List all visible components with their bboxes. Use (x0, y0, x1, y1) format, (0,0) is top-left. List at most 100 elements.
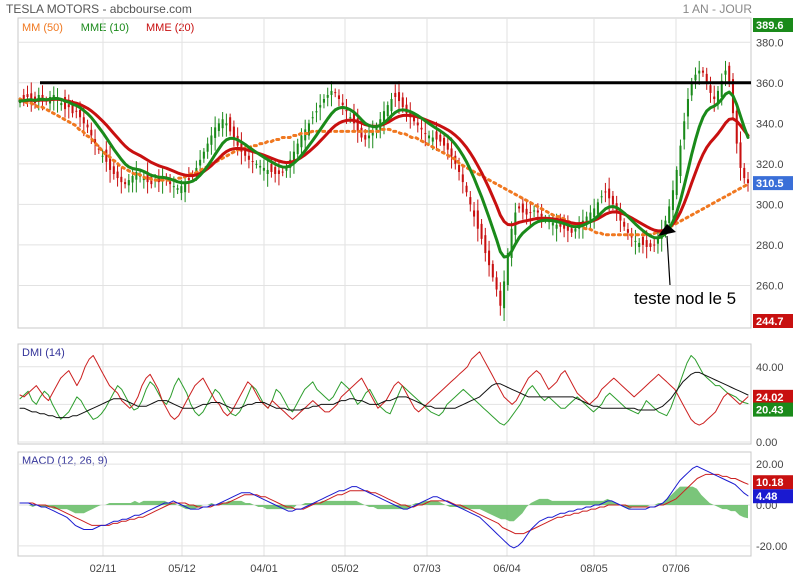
candle (311, 111, 314, 125)
candle (739, 131, 742, 181)
badge-macd-signal-bg (753, 475, 793, 490)
candle (112, 161, 115, 180)
candle (341, 94, 344, 116)
badge-dmi-red: 24.02 (756, 392, 784, 404)
candle (686, 88, 689, 130)
candle (319, 94, 322, 121)
candle (679, 139, 682, 184)
candle (495, 271, 498, 297)
candle (589, 205, 592, 229)
x-tick-0: 02/11 (90, 563, 117, 575)
candle (105, 141, 108, 172)
candle (214, 116, 217, 151)
candle (698, 60, 701, 85)
candle (473, 201, 476, 227)
candle (600, 190, 603, 204)
candle (709, 76, 712, 103)
candle (157, 169, 160, 193)
mme10-line (18, 90, 750, 259)
x-tick-5: 06/04 (493, 563, 521, 575)
candle (135, 161, 138, 193)
candle (461, 164, 464, 194)
badge-macd-value-bg (753, 489, 793, 504)
candle (619, 202, 622, 232)
candle (450, 137, 453, 169)
legend-item-0: MM (50) (22, 22, 63, 34)
price-tick-2: 300.0 (756, 199, 784, 211)
badge-dmi-green-bg (753, 402, 793, 417)
x-tick-3: 05/02 (331, 563, 359, 575)
candle (701, 66, 704, 77)
candle (521, 197, 524, 220)
annotation-text: teste nod le 5 (634, 289, 736, 308)
price-tick-3: 320.0 (756, 159, 784, 171)
candle (638, 238, 641, 253)
candle (503, 270, 506, 321)
candle (334, 88, 337, 98)
candle (623, 218, 626, 231)
candle (120, 167, 123, 194)
x-tick-6: 08/05 (580, 563, 608, 575)
macd-histogram (20, 486, 748, 522)
candle (131, 167, 134, 193)
dmi-tick-2: 40.00 (756, 362, 784, 374)
candle (187, 167, 190, 193)
candle (86, 119, 89, 134)
candle (428, 130, 431, 145)
candle (469, 191, 472, 212)
candle (465, 182, 468, 197)
candle (641, 229, 644, 254)
candle (266, 159, 269, 187)
adx-line (19, 371, 749, 419)
annotation-arrow-head (658, 224, 676, 236)
candle (424, 122, 427, 147)
dmi-tick-0: 0.00 (756, 437, 777, 449)
badge-low: 244.7 (756, 316, 784, 328)
candle (694, 67, 697, 89)
macd-title: MACD (12, 26, 9) (22, 455, 108, 467)
price-tick-0: 260.0 (756, 280, 784, 292)
macd-line (19, 465, 749, 549)
annotation-arrow-line (666, 235, 671, 286)
candle (232, 120, 235, 147)
candle (566, 215, 569, 243)
candle (484, 227, 487, 262)
candle (326, 87, 329, 107)
dmi-title: DMI (14) (22, 347, 65, 359)
candle (67, 94, 70, 119)
candle (439, 131, 442, 146)
macd-panel (17, 451, 752, 557)
candle (394, 84, 397, 107)
x-tick-4: 07/03 (413, 563, 441, 575)
candle (671, 180, 674, 222)
candle (533, 205, 536, 217)
candle (330, 81, 333, 107)
candle (420, 119, 423, 140)
badge-top: 389.6 (756, 20, 784, 32)
candle (169, 174, 172, 193)
candle (202, 148, 205, 163)
candle (304, 119, 307, 152)
candle (281, 167, 284, 177)
candle (259, 159, 262, 175)
candle (510, 221, 513, 267)
candle (221, 111, 224, 137)
badge-dmi-red-bg (753, 389, 793, 404)
legend-item-1: MME (10) (81, 22, 129, 34)
chart-title: TESLA MOTORS - abcbourse.com (6, 2, 192, 16)
candle (296, 138, 299, 160)
candle (604, 182, 607, 203)
candle (716, 86, 720, 110)
candle (585, 211, 588, 229)
candle (491, 260, 494, 282)
candle (518, 202, 521, 213)
x-tick-1: 05/12 (168, 563, 196, 575)
candle (30, 82, 33, 112)
badge-last: 310.5 (756, 178, 784, 190)
candle (337, 89, 340, 107)
candle (675, 166, 678, 200)
price-tick-4: 340.0 (756, 118, 784, 130)
candle (315, 102, 318, 123)
candle (262, 159, 265, 181)
